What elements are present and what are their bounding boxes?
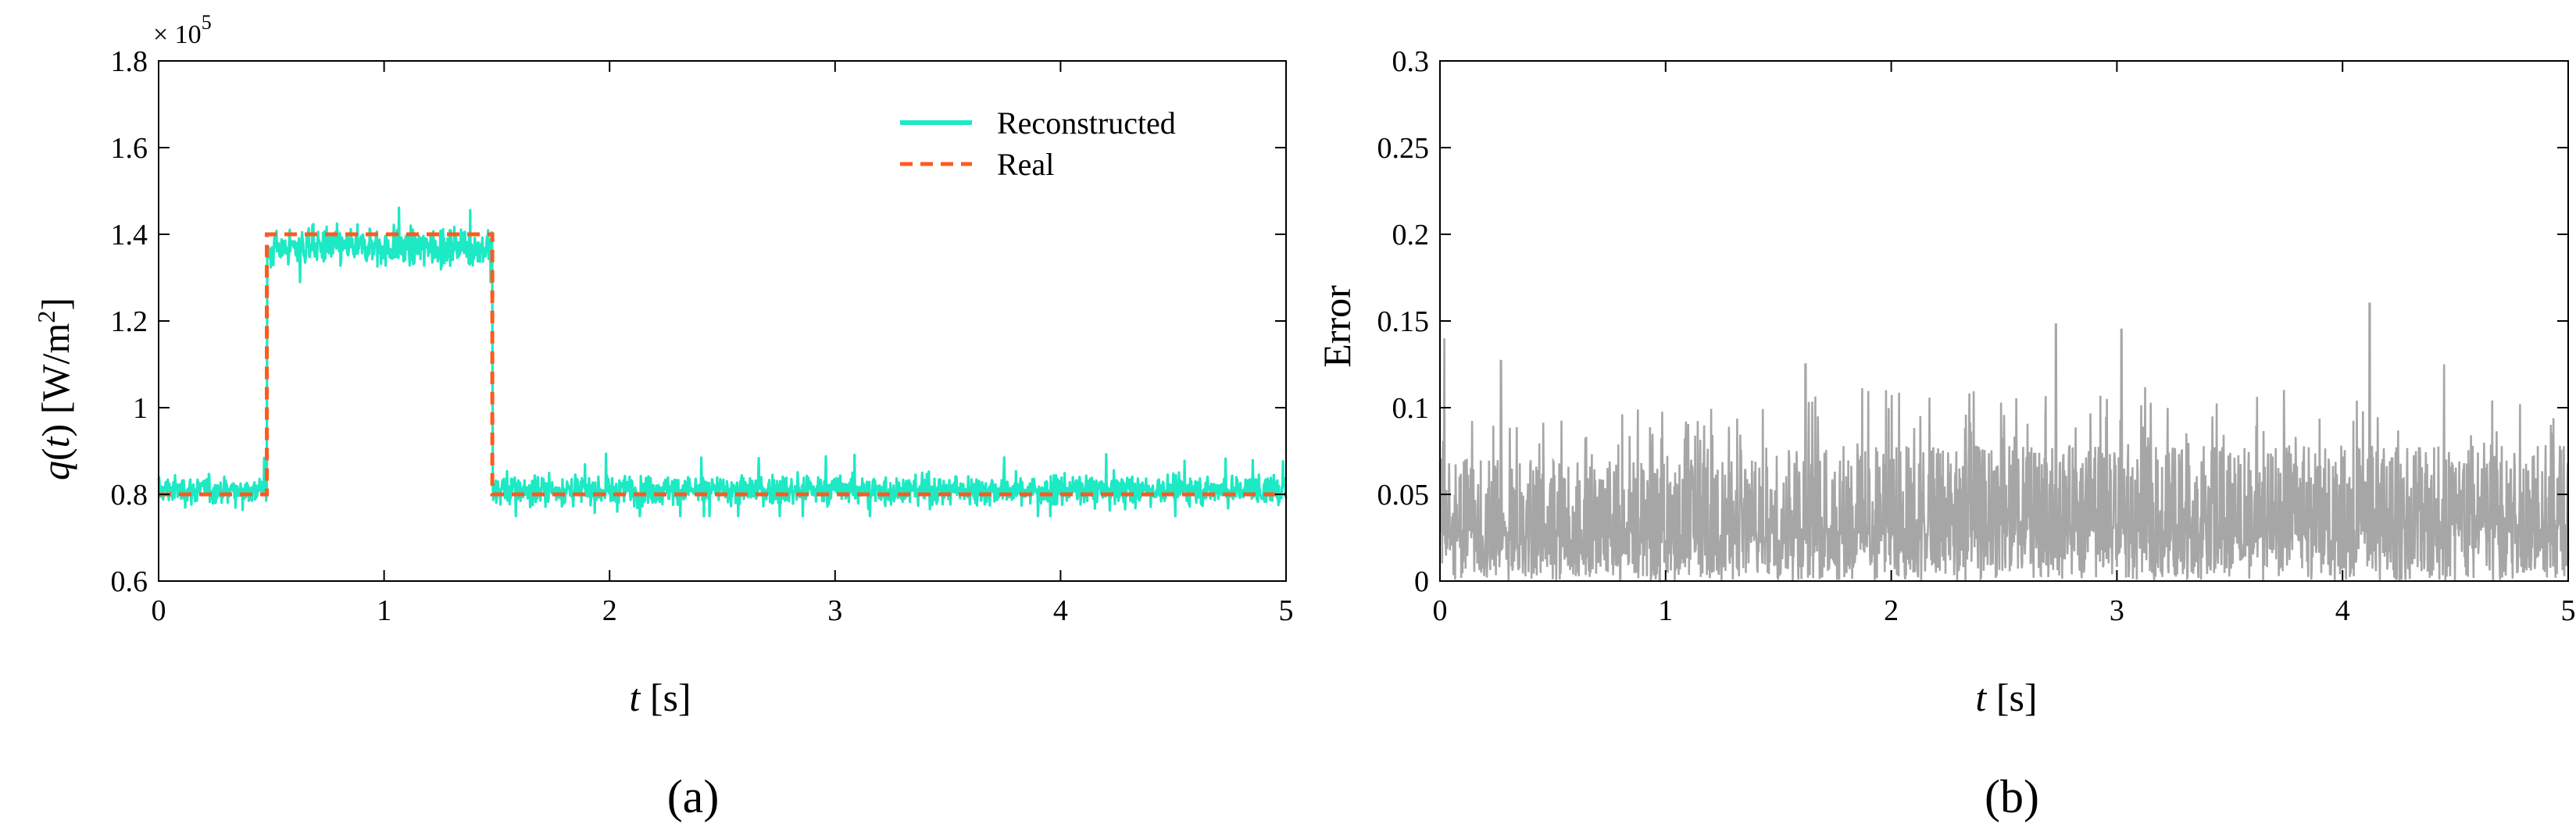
panel-b-x-tick-label: 4 (2335, 594, 2350, 627)
panel-b-y-tick-label: 0.15 (1377, 305, 1430, 338)
panel-b-caption: (b) (1985, 771, 2039, 822)
panel-b-x-axis-label: t [s] (1975, 676, 2037, 719)
panel-a-x-tick-label: 5 (1279, 594, 1294, 627)
panel-a-x-tick-label: 4 (1053, 594, 1068, 627)
panel-b-x-tick-label: 1 (1658, 594, 1673, 627)
panel-b-y-tick-label: 0.1 (1392, 392, 1430, 425)
panel-a-x-tick-label: 0 (152, 594, 166, 627)
panel-a-y-tick-label: 1.2 (111, 305, 148, 338)
series-error-line (1438, 302, 2570, 583)
panel-b-y-tick-label: 0.05 (1377, 479, 1430, 512)
panel-a-y-multiplier: × 105 (153, 11, 212, 49)
panel-b-y-axis-label: Error (1315, 285, 1359, 368)
panel-a-y-tick-label: 0.8 (111, 479, 148, 512)
panel-a-y-tick-label: 1.8 (111, 45, 148, 78)
panel-a-x-tick-label: 3 (827, 594, 842, 627)
panel-b-x-tick-label: 2 (1884, 594, 1899, 627)
panel-a-caption: (a) (667, 771, 720, 822)
panel-a-y-tick-label: 1.6 (111, 132, 148, 165)
panel-a-x-tick-label: 1 (377, 594, 391, 627)
panel-b-x-tick-label: 3 (2110, 594, 2124, 627)
panel-a-legend: Reconstructed Real (900, 105, 1176, 182)
panel-b-plot-area (1438, 60, 2570, 583)
panel-a-y-tick-label: 1 (133, 392, 148, 425)
panel-b-ticks: 0 1 2 3 4 5 0 0.05 0.1 0.15 0.2 0.25 0.3 (1377, 45, 2576, 627)
panel-b-y-tick-label: 0 (1414, 565, 1429, 598)
panel-a-y-axis-label: q(t) [W/m2] (32, 298, 77, 480)
panel-a: 0 1 2 3 4 50.60.811.21.41.61.8 ReconstructedR… (32, 11, 1294, 822)
legend-real-label: Real (997, 147, 1054, 182)
panel-a-y-tick-label: 0.6 (111, 565, 148, 598)
panel-a-x-tick-label: 2 (602, 594, 617, 627)
panel-b-y-tick-label: 0.3 (1392, 45, 1430, 78)
panel-b-x-tick-label: 0 (1433, 594, 1448, 627)
panel-b: 0 1 2 3 4 5 0 0.05 0.1 0.15 0.2 0.25 0.3 Error t [s]… (1315, 45, 2576, 822)
legend-reconstructed-label: Reconstructed (997, 105, 1176, 141)
panel-a-ticks: 0 1 2 3 4 5 0.6 0.8 1 1.2 1.4 1.6 1.8 (111, 45, 1294, 627)
panel-a-x-axis-label: t [s] (629, 676, 691, 719)
series-reconstructed-line (157, 206, 1288, 518)
panel-b-y-tick-label: 0.2 (1392, 219, 1430, 251)
series-real-line (159, 232, 1286, 497)
panel-b-x-tick-label: 5 (2561, 594, 2576, 627)
panel-a-y-tick-label: 1.4 (111, 219, 148, 251)
panel-b-y-tick-label: 0.25 (1377, 132, 1430, 165)
